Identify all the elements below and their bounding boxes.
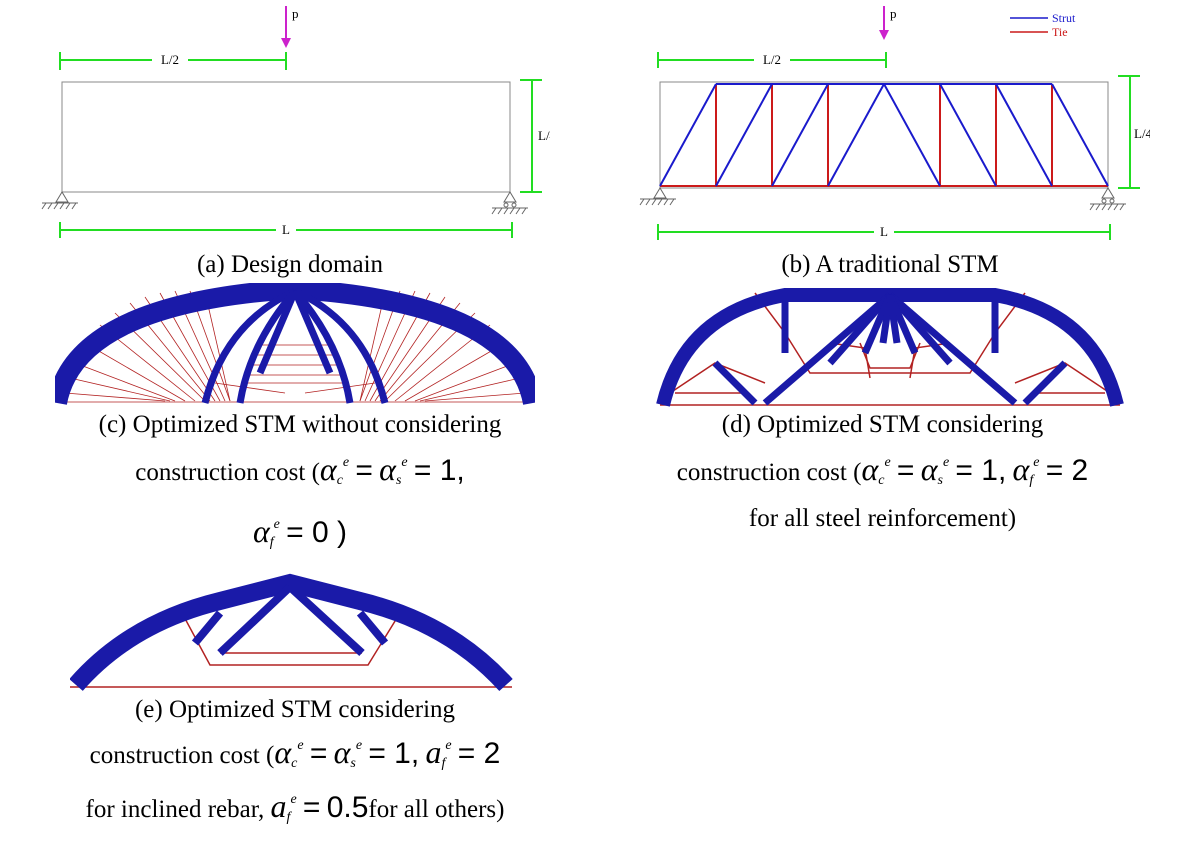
caption-c: (c) Optimized STM without considering co… — [20, 410, 580, 560]
caption-d: (d) Optimized STM considering constructi… — [595, 410, 1170, 560]
panel-e-optimized-stm-inclined — [69, 573, 515, 693]
inner-struts — [191, 584, 389, 656]
panel-c-optimized-stm — [47, 278, 543, 408]
load-label: p — [890, 6, 897, 21]
design-domain-diagram: p L/2 L/4 L — [41, 6, 557, 238]
fan-ties — [55, 290, 535, 403]
optimized-stm-cost-diagram — [656, 288, 1124, 407]
caption-c-line3: αfe = 0 ) — [252, 513, 348, 550]
height-label: L/4 — [1134, 126, 1150, 141]
caption-e-line1: (e) Optimized STM considering — [134, 696, 456, 723]
beam-domain — [61, 81, 511, 193]
truss-ties — [660, 84, 1108, 187]
panel-d-optimized-stm-cost — [655, 283, 1125, 413]
legend-tie-label: Tie — [1052, 25, 1068, 39]
panel-b-traditional-stm: Strut Tie p L/2 — [630, 0, 1153, 250]
pin-support-left — [41, 191, 78, 210]
legend-strut-label: Strut — [1052, 11, 1076, 25]
roller-support-right — [1089, 187, 1126, 211]
optimized-stm-no-cost-diagram — [47, 278, 543, 406]
load-label: p — [292, 6, 299, 21]
traditional-stm-diagram: Strut Tie p L/2 — [639, 6, 1153, 240]
ties — [70, 612, 512, 688]
legend: Strut Tie — [1010, 11, 1076, 39]
caption-d-line2: construction cost (αce = αse = 1, αfe = … — [676, 451, 1089, 488]
truss-struts — [659, 83, 1109, 187]
caption-e-line3: for inclined rebar, afe = 0.5for all oth… — [85, 788, 505, 825]
caption-d-line1: (d) Optimized STM considering — [721, 411, 1044, 438]
caption-e-line2: construction cost (αce = αse = 1, afe = … — [89, 734, 501, 771]
load-arrowhead — [281, 38, 291, 48]
height-label: L/4 — [538, 128, 550, 143]
span-label: L — [880, 224, 888, 239]
load-arrowhead — [879, 30, 889, 40]
caption-c-line1: (c) Optimized STM without considering — [98, 411, 502, 438]
optimized-stm-inclined-diagram — [69, 573, 513, 692]
caption-c-line2: construction cost (αce = αse = 1, — [135, 451, 465, 488]
roller-support-right — [491, 191, 528, 215]
compression-arch — [47, 278, 543, 406]
half-span-label: L/2 — [763, 52, 781, 67]
caption-e: (e) Optimized STM considering constructi… — [0, 695, 590, 860]
span-label: L — [282, 222, 290, 237]
caption-d-line3: for all steel reinforcement) — [748, 505, 1017, 532]
inner-struts — [201, 287, 389, 404]
caption-b: (b) A traditional STM — [781, 251, 999, 278]
compression-arch — [69, 573, 513, 692]
pin-support-left — [639, 187, 676, 206]
caption-a: (a) Design domain — [196, 251, 384, 278]
half-span-label: L/2 — [161, 52, 179, 67]
beam-domain — [659, 81, 1109, 189]
panel-a-design-domain: p L/2 L/4 L — [30, 0, 557, 250]
inner-struts — [712, 292, 1068, 406]
